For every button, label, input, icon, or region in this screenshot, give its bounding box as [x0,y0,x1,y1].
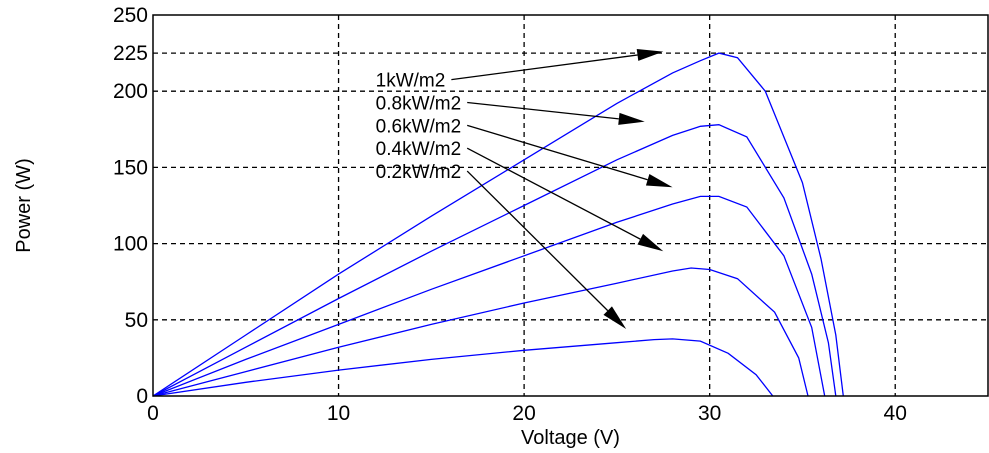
annotation-arrow [467,124,648,181]
plot-frame [152,14,989,397]
annotation-arrow [467,101,619,120]
x-tick-label: 30 [698,402,721,425]
grid [153,15,988,396]
x-tick-label: 10 [327,402,350,425]
annotation-label: 0.8kW/m2 [376,93,462,114]
annotation-label: 0.6kW/m2 [376,116,462,137]
series-line [152,124,837,397]
y-tick-label: 200 [113,80,148,103]
annotation-label: 1kW/m2 [376,71,446,92]
series-line [152,338,774,397]
y-tick-label: 100 [113,233,148,256]
tick-labels: 0 10 20 30 40 0 50 100 150 200 225 250 [113,4,907,425]
y-tick-label: 225 [113,42,148,65]
x-tick-label: 0 [147,402,159,425]
series-line [152,52,844,397]
y-axis-title: Power (W) [13,158,35,252]
annotation-arrowhead [603,306,627,329]
series-line [152,195,826,397]
y-tick-label: 0 [136,385,148,408]
series-line [152,267,809,397]
y-tick-label: 150 [113,156,148,179]
annotation-label: 0.4kW/m2 [376,139,462,160]
annotation-arrow [466,170,609,312]
y-tick-label: 50 [125,309,148,332]
series-lines [152,52,844,397]
annotation-arrowhead [636,49,664,61]
annotations: 1kW/m20.8kW/m20.6kW/m20.4kW/m20.2kW/m2 [376,49,673,329]
annotation-arrow [451,54,638,81]
x-tick-label: 40 [884,402,907,425]
annotation-arrowhead [618,112,645,125]
annotation-arrowhead [645,173,673,188]
x-axis-title: Voltage (V) [521,427,620,449]
annotation-arrowhead [637,233,664,252]
y-tick-label: 250 [113,4,148,27]
annotation-label: 0.2kW/m2 [376,162,462,183]
x-tick-label: 20 [512,402,535,425]
annotation-arrow [466,147,641,240]
